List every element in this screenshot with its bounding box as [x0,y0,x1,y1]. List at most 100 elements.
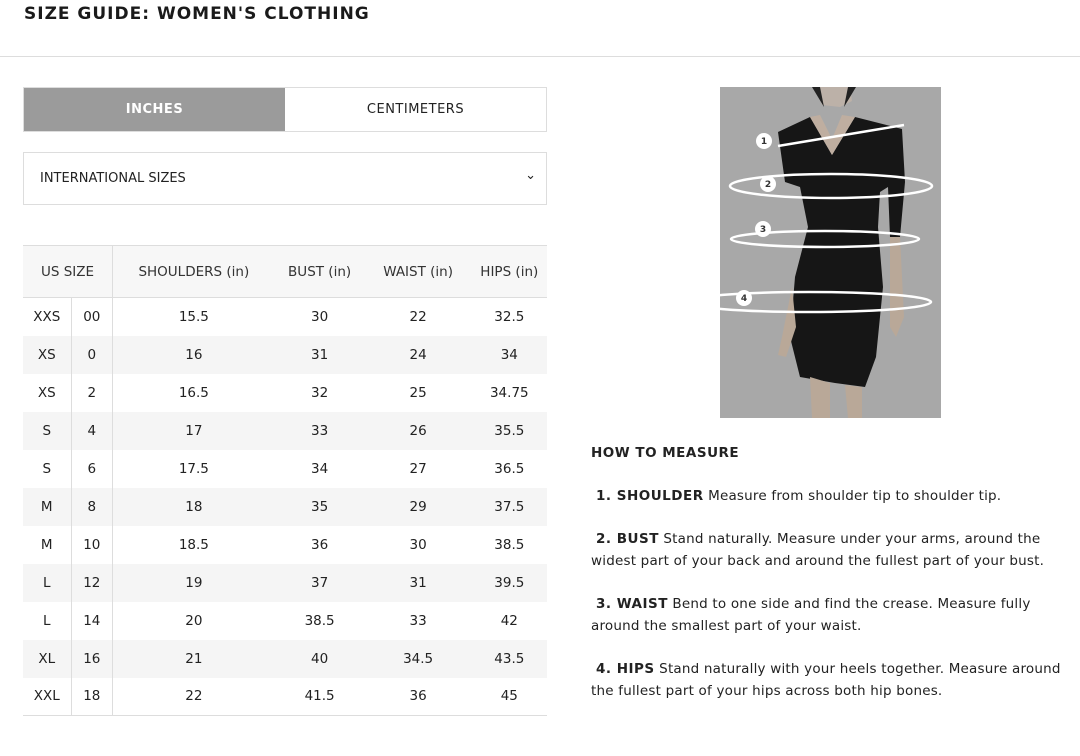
cell-us-size: 14 [71,601,114,640]
cell-waist: 33 [409,612,427,629]
cell-us-size: 00 [71,297,114,336]
header-us-size: US SIZE [23,245,114,298]
instruction-text: Bend to one side and find the crease. Me… [591,596,1031,634]
cell-shoulders: 18.5 [178,536,209,553]
header-hips: HIPS (in) [471,245,547,298]
cell-shoulders: 16 [112,335,275,374]
cell-us-size: 18 [71,677,114,716]
instruction-hips: 4. HIPS Stand naturally with your heels … [591,658,1071,702]
cell-hips: 38.5 [494,536,525,553]
table-row: XXS 00 15.5 30 22 32.5 [23,297,547,336]
marker-3: 3 [760,225,766,235]
cell-shoulders: 19 [112,563,275,602]
cell-shoulders: 17 [112,411,275,450]
cell-waist: 34.5 [364,639,472,678]
size-system-select[interactable]: INTERNATIONAL SIZES ⌄ [23,152,547,205]
cell-waist: 25 [409,384,427,401]
marker-2: 2 [765,180,771,190]
cell-waist: 22 [409,308,427,325]
size-table: US SIZE SHOULDERS (in) BUST (in) WAIST (… [23,245,547,716]
cell-bust: 35 [274,487,365,526]
instruction-bust: 2. BUST Stand naturally. Measure under y… [591,528,1071,572]
cell-intl-size: L [23,563,72,602]
cell-us-size: 8 [71,487,114,526]
cell-waist: 24 [364,335,472,374]
cell-intl-size: XL [23,639,72,678]
instruction-label: 2. BUST [596,531,659,547]
cell-us-size: 6 [71,449,114,488]
cell-us-size: 16 [71,639,114,678]
size-system-value: INTERNATIONAL SIZES [40,171,186,186]
cell-waist: 26 [364,411,472,450]
instruction-text: Stand naturally with your heels together… [591,661,1061,699]
cell-shoulders: 20 [185,612,203,629]
cell-shoulders: 15.5 [178,308,209,325]
cell-bust: 31 [274,335,365,374]
instruction-shoulder: 1. SHOULDER Measure from shoulder tip to… [591,485,1071,507]
header-bust: BUST (in) [274,245,365,298]
cell-bust: 34 [311,460,329,477]
measurement-photo: 1 2 3 4 [720,87,941,418]
cell-intl-size: XS [23,373,72,412]
cell-waist: 31 [364,563,472,602]
cell-hips: 35.5 [471,411,547,450]
instruction-text: Stand naturally. Measure under your arms… [591,531,1045,569]
header-waist: WAIST (in) [364,245,472,298]
marker-4: 4 [741,294,747,304]
cell-intl-size: L [23,601,72,640]
cell-intl-size: XXL [23,677,72,716]
instruction-label: 4. HIPS [596,661,655,677]
marker-1: 1 [761,137,767,147]
instruction-label: 3. WAIST [596,596,668,612]
cell-intl-size: M [23,525,72,564]
cell-bust: 37 [274,563,365,602]
cell-hips: 34 [471,335,547,374]
cell-us-size: 2 [71,373,114,412]
cell-waist: 27 [409,460,427,477]
cell-shoulders: 21 [112,639,275,678]
chevron-down-icon: ⌄ [525,168,536,183]
table-row: XL 16 21 40 34.5 43.5 [23,639,547,678]
cell-hips: 42 [500,612,518,629]
cell-intl-size: XXS [23,297,72,336]
divider [0,56,1080,57]
cell-bust: 40 [274,639,365,678]
instruction-text: Measure from shoulder tip to shoulder ti… [708,488,1002,504]
table-row: M 8 18 35 29 37.5 [23,487,547,526]
cell-bust: 38.5 [304,612,335,629]
cell-hips: 43.5 [471,639,547,678]
table-row: XXL 18 22 41.5 36 45 [23,677,547,716]
cell-waist: 36 [364,677,472,716]
unit-toggle: INCHES CENTIMETERS [23,87,547,132]
cell-us-size: 4 [71,411,114,450]
cell-shoulders: 16.5 [178,384,209,401]
cell-hips: 45 [471,677,547,716]
cell-intl-size: M [23,487,72,526]
table-row: S 4 17 33 26 35.5 [23,411,547,450]
cell-intl-size: XS [23,335,72,374]
header-shoulders: SHOULDERS (in) [112,245,275,298]
how-to-title: HOW TO MEASURE [591,445,740,461]
instruction-label: 1. SHOULDER [596,488,704,504]
cell-us-size: 12 [71,563,114,602]
cell-shoulders: 18 [112,487,275,526]
cell-us-size: 10 [71,525,114,564]
table-row: S 6 17.5 34 27 36.5 [23,449,547,488]
cell-hips: 34.75 [489,384,529,401]
cell-bust: 32 [311,384,329,401]
cell-hips: 36.5 [494,460,525,477]
cell-bust: 36 [311,536,329,553]
table-row: M 10 18.5 36 30 38.5 [23,525,547,564]
cell-hips: 39.5 [471,563,547,602]
inches-tab[interactable]: INCHES [24,88,285,131]
centimeters-tab[interactable]: CENTIMETERS [366,102,465,117]
cell-shoulders: 22 [112,677,275,716]
table-row: XS 0 16 31 24 34 [23,335,547,374]
cell-bust: 41.5 [274,677,365,716]
instruction-waist: 3. WAIST Bend to one side and find the c… [591,593,1071,637]
cell-hips: 37.5 [471,487,547,526]
table-row: L 14 20 38.5 33 42 [23,601,547,640]
cell-us-size: 0 [71,335,114,374]
cell-waist: 30 [409,536,427,553]
how-to-measure: HOW TO MEASURE 1. SHOULDER Measure from … [591,442,1071,723]
